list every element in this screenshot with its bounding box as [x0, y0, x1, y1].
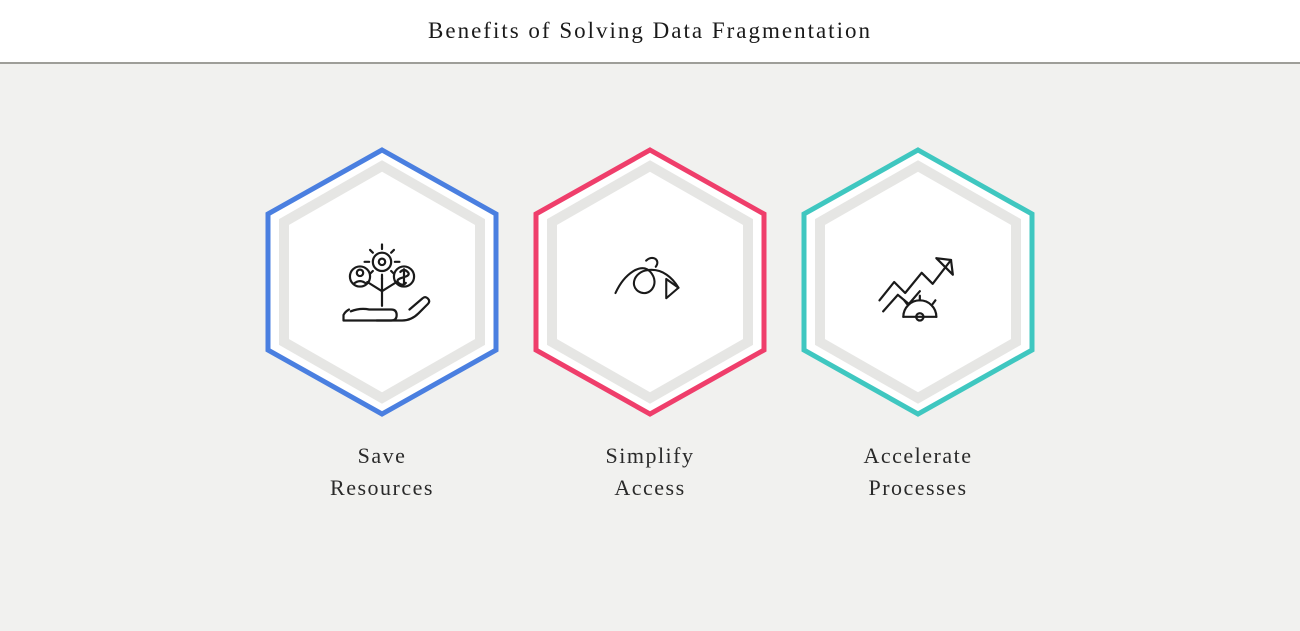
infographic-page: Benefits of Solving Data Fragmentation — [0, 0, 1300, 631]
benefit-label: Save Resources — [330, 440, 434, 504]
hexagon-tile — [798, 146, 1038, 418]
cards-row: Save Resources — [0, 64, 1300, 504]
benefit-card: Accelerate Processes — [798, 146, 1038, 504]
benefit-card: Save Resources — [262, 146, 502, 504]
page-title: Benefits of Solving Data Fragmentation — [0, 18, 1300, 44]
benefit-label: Simplify Access — [605, 440, 694, 504]
benefit-card: Simplify Access — [530, 146, 770, 504]
simplify-icon — [590, 222, 710, 342]
hexagon-tile — [530, 146, 770, 418]
benefit-label: Accelerate Processes — [863, 440, 972, 504]
header: Benefits of Solving Data Fragmentation — [0, 0, 1300, 62]
accelerate-icon — [858, 222, 978, 342]
resources-icon — [322, 222, 442, 342]
hexagon-tile — [262, 146, 502, 418]
